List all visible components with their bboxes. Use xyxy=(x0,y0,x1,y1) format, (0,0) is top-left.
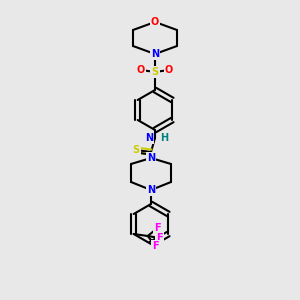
Text: F: F xyxy=(152,241,159,251)
Text: N: N xyxy=(151,49,159,59)
Text: F: F xyxy=(156,233,163,243)
Text: O: O xyxy=(137,65,145,75)
Text: N: N xyxy=(145,133,153,143)
Text: H: H xyxy=(160,133,168,143)
Text: F: F xyxy=(154,223,161,233)
Text: S: S xyxy=(152,67,159,77)
Text: O: O xyxy=(165,65,173,75)
Text: S: S xyxy=(132,145,140,155)
Text: O: O xyxy=(151,17,159,27)
Text: N: N xyxy=(147,153,155,163)
Text: N: N xyxy=(147,185,155,195)
